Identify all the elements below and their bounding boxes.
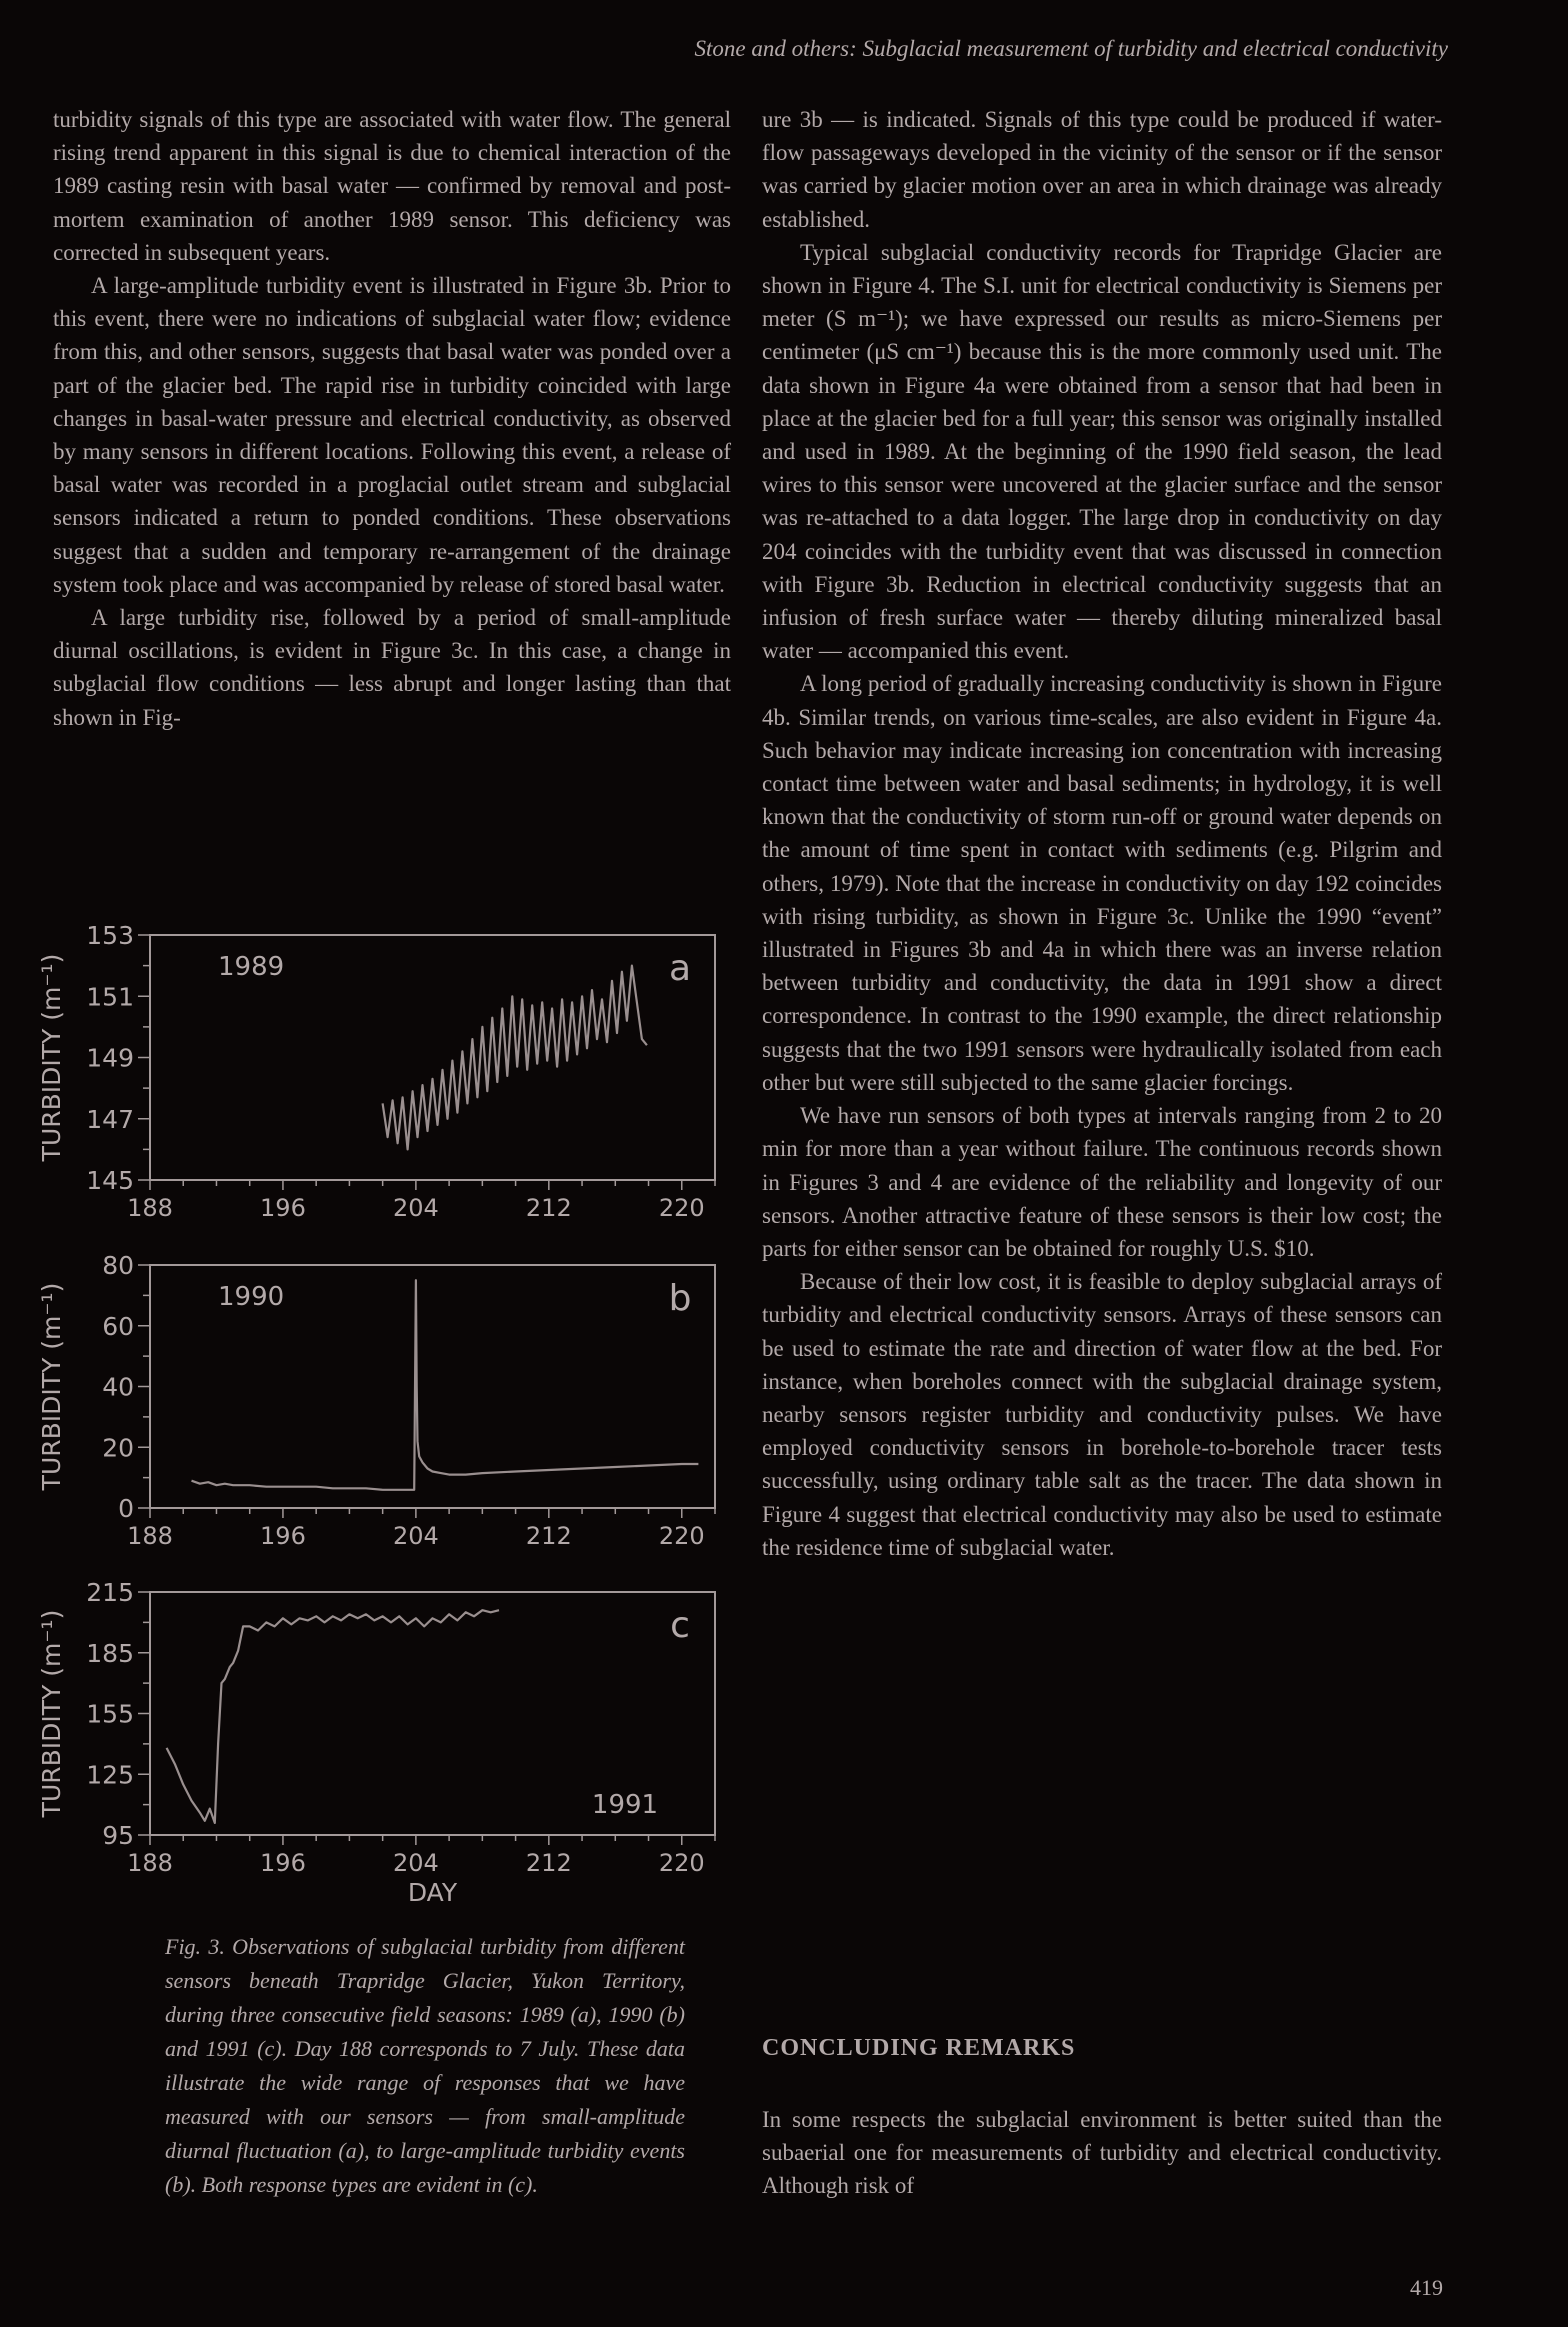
y-axis-label: TURBIDITY (m⁻¹) — [37, 1283, 66, 1492]
figure-3-chart: 188 196 204 212 220 145 147 149 151 153 TURBIDITY … — [37, 921, 716, 1907]
x-tick-label: 204 — [393, 1522, 439, 1550]
x-tick-label: 220 — [659, 1194, 705, 1222]
y-tick-label: 149 — [86, 1044, 134, 1073]
paragraph: A large turbidity rise, followed by a pe… — [53, 605, 731, 730]
y-axis-label: TURBIDITY (m⁻¹) — [37, 954, 66, 1163]
x-tick-label: 196 — [260, 1522, 306, 1550]
x-tick-label: 204 — [393, 1194, 439, 1222]
y-tick-label: 40 — [102, 1373, 134, 1402]
x-axis-label: DAY — [408, 1878, 458, 1907]
y-tick-label: 20 — [102, 1433, 134, 1462]
x-tick-label: 212 — [526, 1194, 572, 1222]
turbidity-series-line — [165, 1609, 500, 1825]
paragraph: We have run sensors of both types at int… — [762, 1103, 1442, 1261]
y-tick-label: 0 — [118, 1494, 134, 1523]
x-tick-label: 212 — [526, 1849, 572, 1877]
year-label: 1991 — [592, 1790, 658, 1820]
paragraph: ure 3b — is indicated. Signals of this t… — [762, 107, 1442, 232]
y-tick-label: 215 — [86, 1578, 134, 1607]
y-tick-label: 145 — [86, 1166, 134, 1195]
section-heading: CONCLUDING REMARKS — [762, 2035, 1076, 2061]
x-tick-label: 188 — [127, 1849, 173, 1877]
x-tick-label: 188 — [127, 1194, 173, 1222]
y-tick-label: 80 — [102, 1251, 134, 1280]
paragraph: turbidity signals of this type are assoc… — [53, 107, 731, 265]
paragraph: Because of their low cost, it is feasibl… — [762, 1269, 1442, 1560]
panel-letter: c — [670, 1605, 690, 1646]
left-column: turbidity signals of this type are assoc… — [53, 103, 731, 734]
figure-3: 188 196 204 212 220 145 147 149 151 153 TURBIDITY … — [30, 915, 740, 1920]
x-tick-label: 188 — [127, 1522, 173, 1550]
turbidity-series-line — [381, 964, 648, 1151]
y-tick-label: 147 — [86, 1105, 134, 1134]
y-tick-label: 153 — [86, 921, 134, 950]
paragraph: A large-amplitude turbidity event is ill… — [53, 273, 731, 597]
x-tick-label: 212 — [526, 1522, 572, 1550]
x-tick-label: 196 — [260, 1849, 306, 1877]
x-tick-label: 220 — [659, 1522, 705, 1550]
figure-caption: Fig. 3. Observations of subglacial turbi… — [165, 1934, 685, 2197]
panel-letter: b — [669, 1278, 692, 1319]
page-number: 419 — [1410, 2275, 1443, 2300]
right-column: ure 3b — is indicated. Signals of this t… — [762, 103, 1442, 1564]
paragraph: In some respects the subglacial environm… — [762, 2107, 1442, 2199]
y-tick-label: 60 — [102, 1312, 134, 1341]
y-axis-label: TURBIDITY (m⁻¹) — [37, 1610, 66, 1819]
y-tick-label: 125 — [86, 1760, 134, 1789]
year-label: 1989 — [218, 952, 284, 982]
paragraph: A long period of gradually increasing co… — [762, 671, 1442, 1095]
y-tick-label: 151 — [86, 982, 134, 1011]
running-header: Stone and others: Subglacial measurement… — [694, 36, 1448, 61]
turbidity-series-line — [191, 1279, 699, 1491]
y-tick-label: 95 — [102, 1821, 134, 1850]
paragraph: Typical subglacial conductivity records … — [762, 239, 1442, 664]
y-tick-label: 185 — [86, 1639, 134, 1668]
x-tick-label: 220 — [659, 1849, 705, 1877]
concluding-paragraph: In some respects the subglacial environm… — [762, 2103, 1442, 2203]
x-tick-label: 196 — [260, 1194, 306, 1222]
panel-letter: a — [669, 948, 691, 989]
x-tick-label: 204 — [393, 1849, 439, 1877]
year-label: 1990 — [218, 1282, 284, 1312]
y-tick-label: 155 — [86, 1700, 134, 1729]
